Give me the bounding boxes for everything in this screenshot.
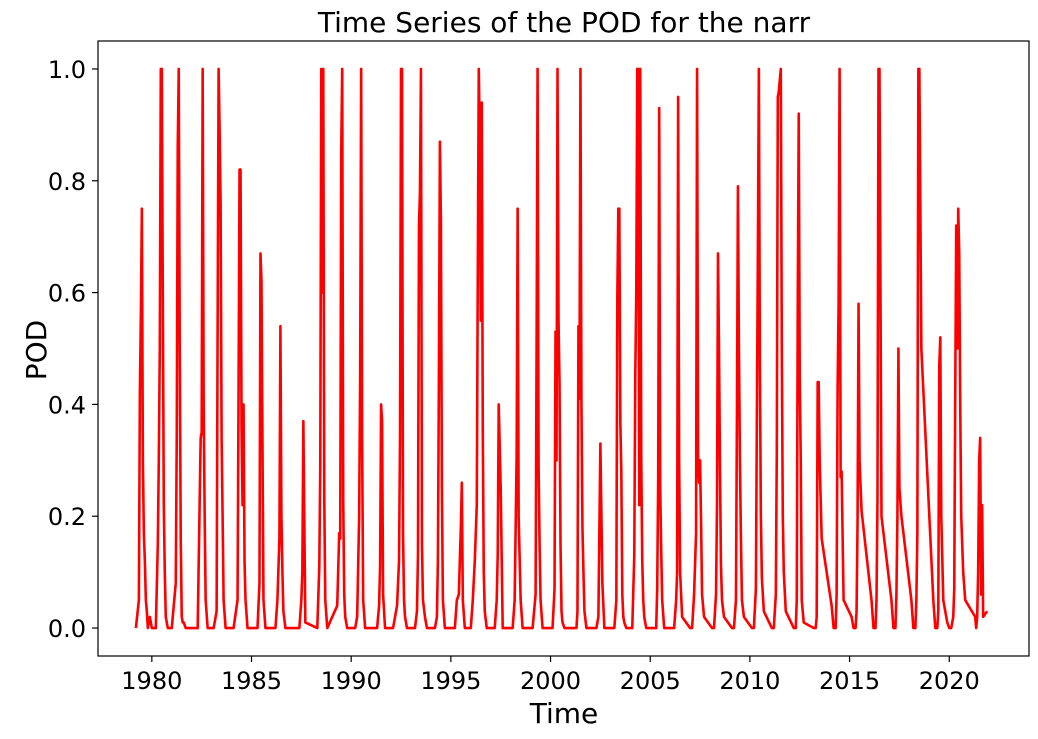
plot-area-frame bbox=[97, 40, 1030, 657]
x-tick-label: 1990 bbox=[321, 667, 382, 695]
x-tick-label: 2005 bbox=[620, 667, 681, 695]
y-tick-label: 0.8 bbox=[48, 168, 86, 196]
series-line-0 bbox=[134, 67, 989, 630]
y-tick-label: 0.6 bbox=[48, 280, 86, 308]
x-tick-label: 1985 bbox=[221, 667, 282, 695]
x-tick-label: 2015 bbox=[819, 667, 880, 695]
y-tick-label: 0.0 bbox=[48, 615, 86, 643]
x-tick-label: 2000 bbox=[520, 667, 581, 695]
chart-title: Time Series of the POD for the narr bbox=[317, 6, 811, 39]
x-tick-label: 1995 bbox=[420, 667, 481, 695]
y-tick-label: 0.4 bbox=[48, 391, 86, 419]
y-axis-ticks: 0.0 0.2 0.4 0.6 0.8 1.0 bbox=[48, 56, 98, 643]
x-axis-ticks: 1980 1985 1990 1995 2000 2005 2010 2015 2020 bbox=[121, 656, 980, 695]
y-axis-label: POD bbox=[20, 320, 53, 380]
x-tick-label: 2010 bbox=[719, 667, 780, 695]
y-tick-label: 0.2 bbox=[48, 503, 86, 531]
x-tick-label: 2020 bbox=[919, 667, 980, 695]
series-layer bbox=[134, 67, 989, 630]
y-tick-label: 1.0 bbox=[48, 56, 86, 84]
x-axis-label: Time bbox=[529, 697, 599, 730]
x-tick-label: 1980 bbox=[121, 667, 182, 695]
